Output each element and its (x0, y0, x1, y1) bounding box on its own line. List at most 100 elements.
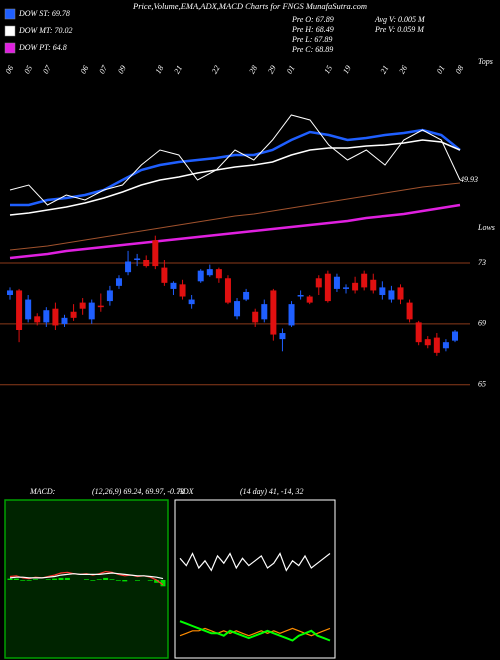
info-text: Pre L: 67.89 (291, 35, 332, 44)
adx-panel (174, 499, 336, 659)
series-line (10, 128, 461, 207)
candle-body (79, 302, 86, 309)
candle-body (388, 290, 395, 300)
x-tick-label: 19 (341, 64, 353, 75)
candle-body (34, 316, 41, 323)
x-tick-label: 07 (97, 63, 109, 75)
x-tick-label: 28 (247, 64, 259, 75)
series-line (9, 570, 164, 586)
candle-body (361, 273, 368, 288)
candle-body (297, 295, 304, 297)
panel-title: ADX (177, 487, 195, 496)
histogram-bar (20, 580, 26, 581)
candle-body (188, 299, 195, 305)
candle-body (43, 310, 50, 323)
candle-body (288, 304, 295, 326)
legend-swatch (4, 8, 16, 20)
candle-body (224, 278, 231, 303)
series-line (9, 139, 461, 216)
histogram-bar (160, 580, 166, 587)
page-title: Price,Volume,EMA,ADX,MACD Charts for FNG… (132, 1, 367, 11)
x-tick-label: 09 (116, 64, 128, 75)
candle-body (97, 305, 104, 308)
candle-body (270, 290, 277, 335)
candle-body (261, 304, 268, 320)
histogram-bar (135, 580, 140, 581)
candle-body (442, 342, 449, 349)
candle-body (125, 261, 132, 273)
candle-body (161, 267, 168, 283)
candle-body (279, 333, 286, 340)
candle-body (352, 282, 359, 291)
candle-body (324, 273, 331, 302)
legend-label: DOW MT: 70.02 (18, 26, 73, 35)
x-tick-label: 06 (79, 64, 91, 75)
x-tick-label: 01 (435, 64, 447, 75)
candle-body (243, 291, 250, 300)
candle-body (452, 331, 458, 341)
x-tick-label: 06 (4, 64, 16, 75)
x-tick-label: 18 (154, 64, 166, 75)
series-line (179, 552, 331, 572)
candle-body (106, 290, 113, 302)
x-tick-label: 05 (22, 64, 34, 75)
macd-panel (4, 499, 169, 659)
candle-body (252, 311, 259, 323)
histogram-bar (122, 580, 128, 582)
candle-body (206, 269, 213, 276)
candle-body (134, 258, 141, 260)
histogram-bar (33, 579, 38, 580)
candle-body (215, 269, 222, 279)
legend-swatch (4, 42, 16, 54)
candle-body (52, 308, 59, 326)
histogram-bar (147, 580, 153, 581)
candle-body (143, 260, 150, 267)
candle-body (306, 296, 313, 303)
histogram-bar (7, 578, 13, 580)
candle-body (397, 287, 404, 300)
candle-body (315, 278, 322, 288)
x-tick-label: 26 (397, 64, 409, 75)
annotation: Lows (477, 223, 495, 232)
histogram-bar (45, 579, 51, 580)
candle-body (170, 282, 177, 289)
series-line (9, 572, 164, 580)
candle-body (234, 301, 241, 317)
histogram-bar (13, 578, 19, 580)
panel-subtitle: (12,26,9) 69.24, 69.97, -0.73 (92, 487, 184, 496)
candle-body (333, 276, 340, 289)
legend-label: DOW PT: 64.8 (18, 43, 67, 52)
histogram-bar (84, 579, 89, 580)
info-text: Pre V: 0.059 M (374, 25, 425, 34)
info-text: Pre H: 68.49 (291, 25, 334, 34)
x-tick-label: 29 (266, 64, 278, 75)
histogram-bar (109, 579, 115, 580)
annotation: Tops (478, 57, 493, 66)
histogram-bar (96, 579, 102, 580)
candle-body (433, 337, 440, 353)
legend-swatch (4, 25, 16, 37)
y-tick-label: 65 (478, 380, 486, 389)
candle-body (379, 287, 386, 295)
series-line (9, 203, 461, 260)
histogram-bar (58, 577, 64, 580)
candle-body (115, 278, 122, 286)
candle-body (16, 290, 23, 330)
panel-title: MACD: (29, 487, 56, 496)
series-line (9, 114, 461, 206)
x-tick-label: 21 (379, 64, 391, 75)
y-tick-label: 69 (478, 319, 486, 328)
legend-label: DOW ST: 69.78 (18, 9, 70, 18)
x-tick-label: 08 (454, 64, 466, 75)
candle-body (25, 299, 32, 320)
annotation: 49.93 (460, 175, 478, 184)
histogram-bar (115, 580, 121, 581)
x-tick-label: 07 (41, 63, 53, 75)
x-tick-label: 01 (285, 64, 297, 75)
candle-body (343, 287, 350, 289)
info-text: Pre O: 67.89 (291, 15, 334, 24)
series-line (9, 182, 461, 251)
x-tick-label: 21 (172, 64, 184, 75)
